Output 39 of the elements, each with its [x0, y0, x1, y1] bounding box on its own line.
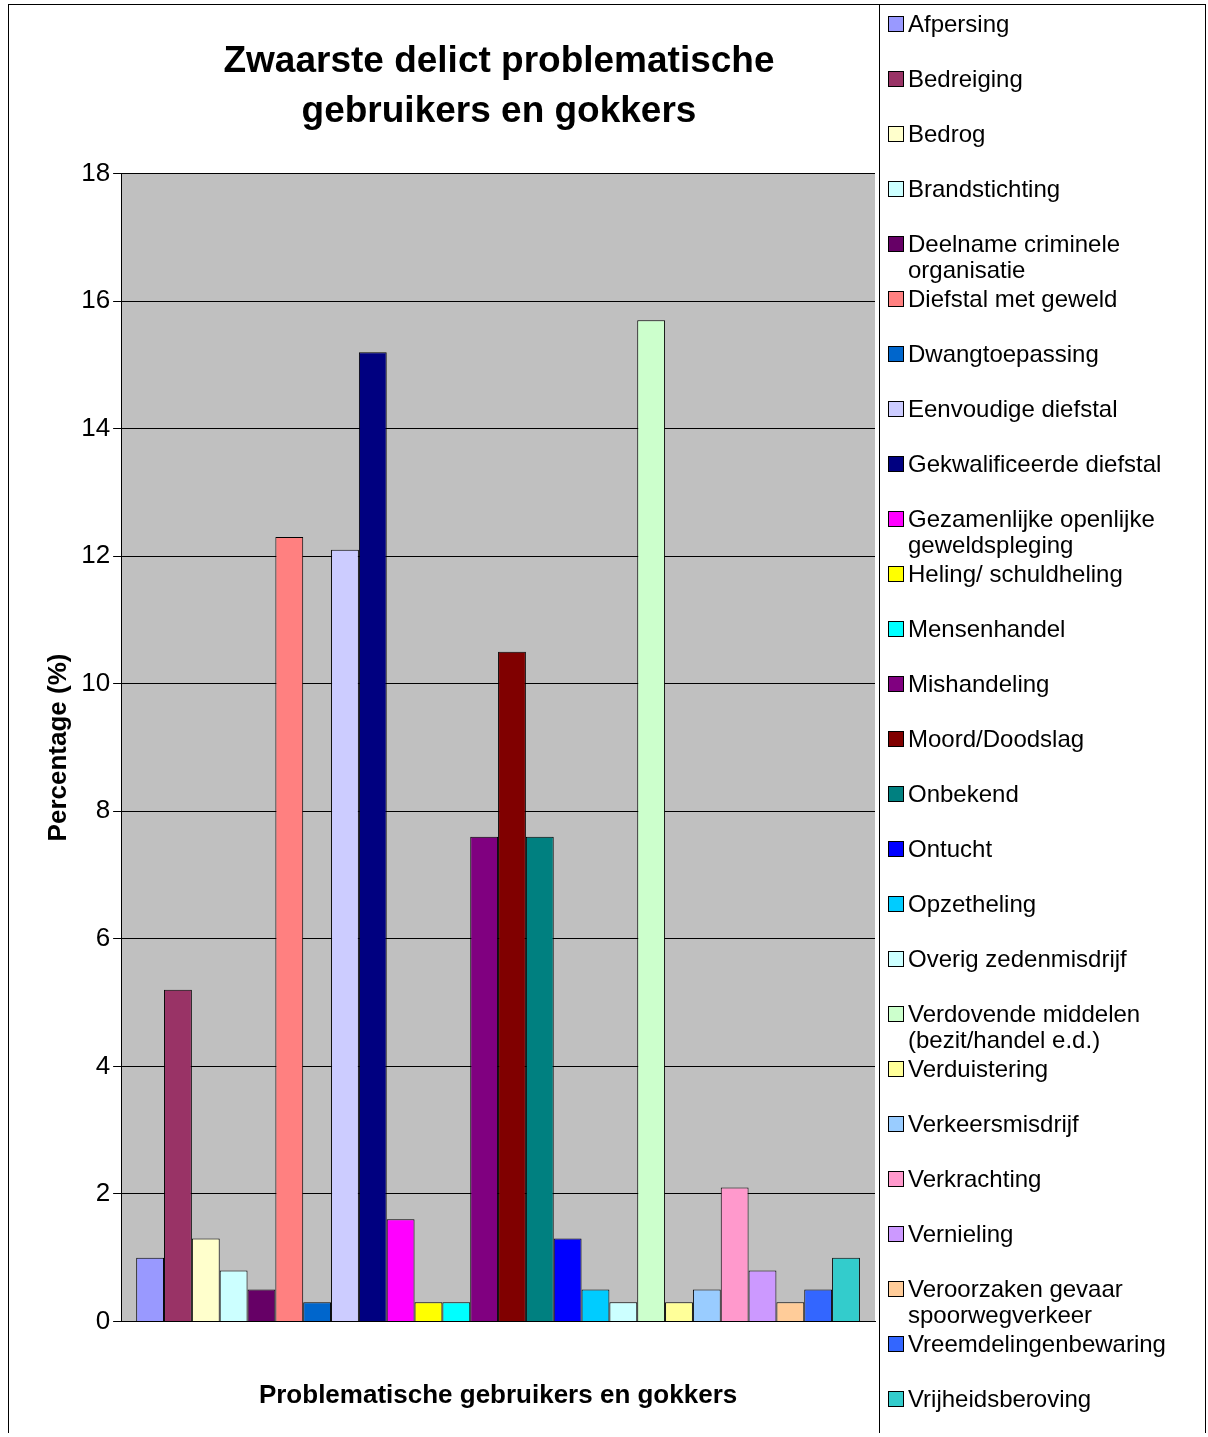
legend-label: Mishandeling: [908, 670, 1050, 697]
y-tick-label: 10: [81, 666, 111, 697]
y-tick-label: 6: [95, 921, 111, 952]
legend-label: Overig zedenmisdrijf: [908, 945, 1127, 972]
y-tick-label: 8: [95, 794, 111, 825]
x-axis-title: Problematische gebruikers en gokkers: [258, 1378, 738, 1409]
legend-label: Veroorzaken gevaar spoorwegverkeer: [908, 1275, 1124, 1328]
legend-label: Dwangtoepassing: [908, 340, 1099, 367]
legend-label: Gekwalificeerde diefstal: [908, 450, 1162, 477]
legend-label: Afpersing: [908, 10, 1010, 37]
legend-label: Diefstal met geweld: [908, 285, 1118, 312]
legend-label: Onbekend: [908, 780, 1019, 807]
legend-label: Ontucht: [908, 835, 993, 862]
legend-label: Bedrog: [908, 120, 986, 147]
legend-label: Deelname criminele organisatie: [908, 230, 1122, 283]
legend-label: Brandstichting: [908, 175, 1061, 202]
y-tick-label: 18: [81, 156, 111, 187]
legend-label: Vernieling: [908, 1220, 1014, 1247]
chart-title: Zwaarste delict problematische gebruikers en gokkers: [222, 38, 776, 132]
y-tick-label: 14: [81, 411, 111, 442]
legend-label: Bedreiging: [908, 65, 1023, 92]
legend-label: Vrijheidsberoving: [908, 1385, 1092, 1412]
legend-label: Verduistering: [908, 1055, 1049, 1082]
legend-label: Verdovende middelen (bezit/handel e.d.): [908, 1000, 1142, 1053]
legend-label: Heling/ schuldheling: [908, 560, 1123, 587]
y-tick-label: 0: [95, 1304, 111, 1335]
y-tick-label: 12: [81, 539, 111, 570]
y-tick-label: 16: [81, 284, 111, 315]
y-tick-label: 4: [95, 1049, 111, 1080]
legend-label: Mensenhandel: [908, 615, 1066, 642]
legend-label: Verkrachting: [908, 1165, 1042, 1192]
y-axis-title: Percentage (%): [41, 653, 72, 842]
legend-label: Verkeersmisdrijf: [908, 1110, 1079, 1137]
legend-label: Eenvoudige diefstal: [908, 395, 1118, 422]
legend-label: Opzetheling: [908, 890, 1037, 917]
legend-label: Moord/Doodslag: [908, 725, 1085, 752]
legend-label: Vreemdelingenbewaring: [908, 1330, 1166, 1357]
legend-label: Gezamenlijke openlijke geweldspleging: [908, 505, 1156, 558]
y-tick-label: 2: [95, 1177, 111, 1208]
